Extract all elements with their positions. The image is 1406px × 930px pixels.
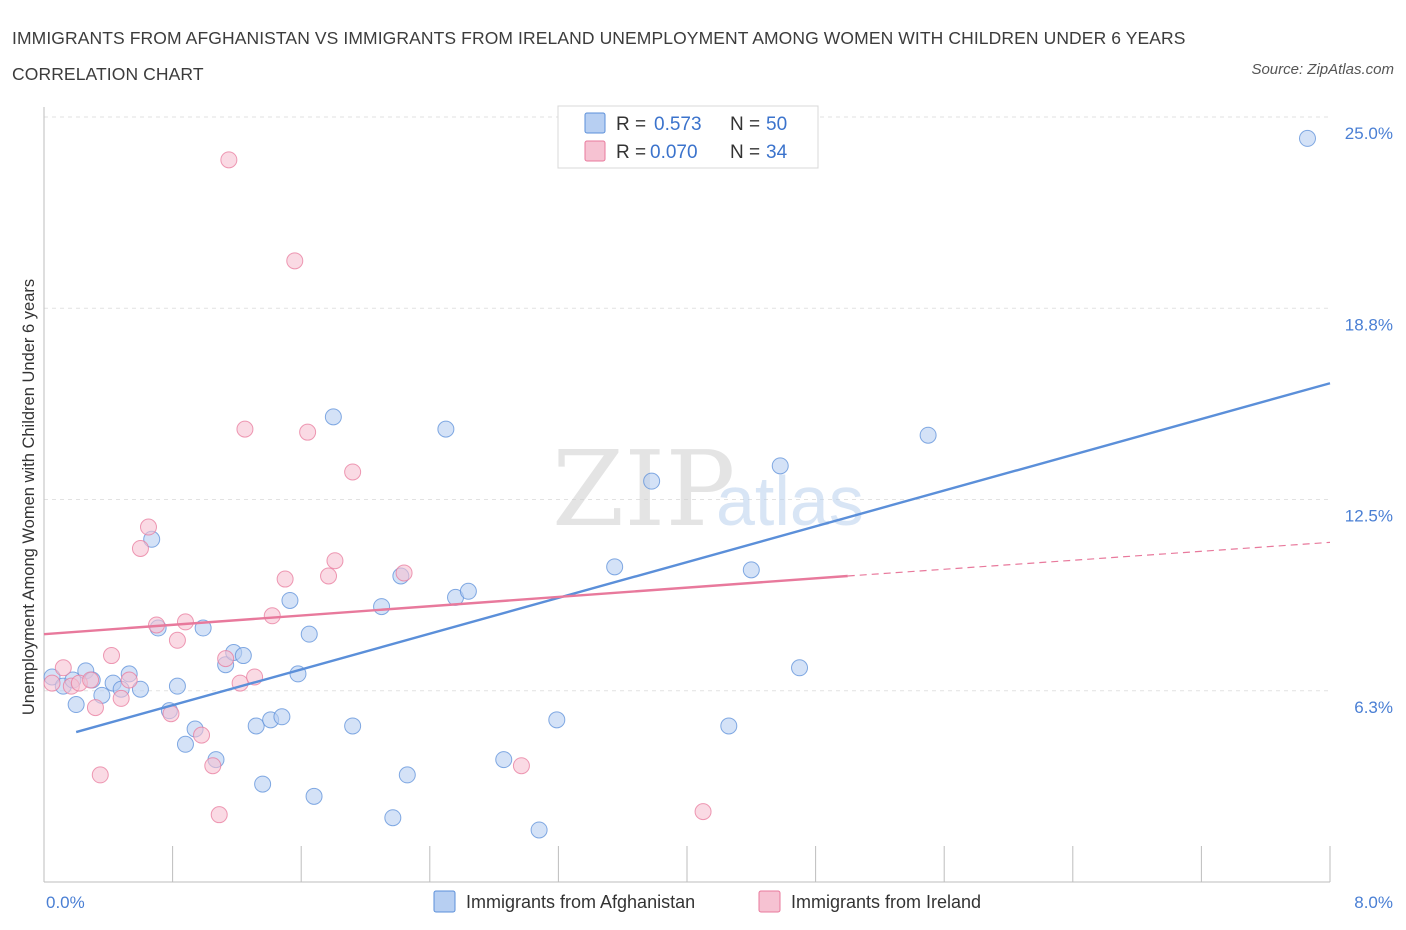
ireland-point-4 bbox=[82, 671, 100, 689]
afghanistan-point-21 bbox=[234, 647, 252, 665]
ireland-point-17 bbox=[204, 757, 222, 775]
y-tick-label-3: 25.0% bbox=[1345, 124, 1393, 143]
afghanistan-point-29 bbox=[305, 787, 323, 805]
watermark-zip: ZIP bbox=[552, 428, 735, 550]
y-tick-label-0: 6.3% bbox=[1354, 698, 1393, 717]
ireland-point-26 bbox=[286, 252, 304, 270]
ireland-trendline-1 bbox=[43, 574, 848, 636]
y-tick-label-1: 12.5% bbox=[1345, 507, 1393, 526]
afghanistan-point-25 bbox=[273, 708, 291, 726]
ireland-point-19 bbox=[217, 650, 235, 668]
ireland-point-14 bbox=[168, 631, 186, 649]
afghanistan-point-49 bbox=[1298, 129, 1316, 147]
ireland-point-30 bbox=[344, 463, 362, 481]
afghanistan-point-10 bbox=[131, 680, 149, 698]
series-label-afghanistan: Immigrants from Afghanistan bbox=[466, 892, 695, 912]
stats-legend: R = 0.573 N = 50 R = 0.070 N = 34 bbox=[557, 105, 819, 169]
afghanistan-point-39 bbox=[495, 751, 513, 769]
legend-r-label-2: R = bbox=[616, 142, 646, 163]
ireland-point-0 bbox=[43, 674, 61, 692]
series-swatch-ireland bbox=[758, 890, 781, 913]
data-points bbox=[43, 129, 1316, 839]
afghanistan-trendline-0 bbox=[75, 382, 1331, 734]
afghanistan-point-36 bbox=[437, 420, 455, 438]
watermark: ZIP atlas bbox=[552, 428, 864, 550]
ireland-point-8 bbox=[112, 689, 130, 707]
legend-n-value-2: 34 bbox=[766, 142, 788, 163]
afghanistan-point-28 bbox=[300, 625, 318, 643]
axes bbox=[43, 107, 1331, 883]
ireland-point-5 bbox=[86, 699, 104, 717]
afghanistan-point-42 bbox=[606, 558, 624, 576]
afghanistan-point-23 bbox=[254, 775, 272, 793]
afghanistan-point-41 bbox=[548, 711, 566, 729]
legend-r-value-1: 0.573 bbox=[654, 114, 702, 135]
y-tick-label-2: 18.8% bbox=[1345, 315, 1393, 334]
ireland-point-16 bbox=[193, 726, 211, 744]
grid-lines bbox=[44, 116, 1330, 692]
y-axis-label: Unemployment Among Women with Children U… bbox=[20, 279, 38, 715]
ireland-point-20 bbox=[220, 151, 238, 169]
ireland-point-10 bbox=[131, 539, 149, 557]
x-tick-label-0: 0.0% bbox=[46, 893, 85, 912]
trendlines bbox=[43, 382, 1331, 734]
afghanistan-point-45 bbox=[742, 561, 760, 579]
afghanistan-point-44 bbox=[720, 717, 738, 735]
ireland-point-31 bbox=[395, 564, 413, 582]
ireland-point-24 bbox=[263, 607, 281, 625]
ireland-point-32 bbox=[512, 757, 530, 775]
afghanistan-point-15 bbox=[176, 735, 194, 753]
ireland-point-11 bbox=[139, 518, 157, 536]
legend-r-value-2: 0.070 bbox=[650, 142, 698, 163]
ireland-point-18 bbox=[210, 806, 228, 824]
ireland-point-27 bbox=[299, 423, 317, 441]
ireland-trendline-2 bbox=[847, 541, 1331, 577]
afghanistan-point-14 bbox=[168, 677, 186, 695]
afghanistan-point-26 bbox=[281, 591, 299, 609]
chart-title: IMMIGRANTS FROM AFGHANISTAN VS IMMIGRANT… bbox=[12, 28, 1186, 84]
source-label: Source: ZipAtlas.com bbox=[1251, 61, 1394, 78]
ireland-point-28 bbox=[320, 567, 338, 585]
legend-swatch-afghanistan bbox=[584, 112, 606, 134]
afghanistan-point-22 bbox=[247, 717, 265, 735]
ireland-point-7 bbox=[103, 647, 121, 665]
series-swatch-afghanistan bbox=[433, 890, 456, 913]
afghanistan-point-40 bbox=[530, 821, 548, 839]
afghanistan-point-35 bbox=[398, 766, 416, 784]
legend-swatch-ireland bbox=[584, 140, 606, 162]
ireland-point-22 bbox=[236, 420, 254, 438]
afghanistan-point-38 bbox=[459, 582, 477, 600]
afghanistan-point-31 bbox=[344, 717, 362, 735]
afghanistan-point-32 bbox=[373, 598, 391, 616]
series-legend: Immigrants from Afghanistan Immigrants f… bbox=[433, 890, 981, 913]
ireland-point-33 bbox=[694, 803, 712, 821]
x-tick-label-1: 8.0% bbox=[1354, 893, 1393, 912]
legend-n-label-1: N = bbox=[730, 114, 760, 135]
ireland-point-9 bbox=[120, 671, 138, 689]
series-label-ireland: Immigrants from Ireland bbox=[791, 892, 981, 912]
legend-n-label-2: N = bbox=[730, 142, 760, 163]
ireland-point-15 bbox=[176, 613, 194, 631]
tick-labels: 6.3% 12.5% 18.8% 25.0% 0.0% 8.0% bbox=[46, 124, 1393, 912]
legend-r-label-1: R = bbox=[616, 114, 646, 135]
watermark-atlas: atlas bbox=[716, 462, 864, 540]
afghanistan-point-3 bbox=[67, 696, 85, 714]
ireland-point-1 bbox=[54, 659, 72, 677]
ireland-point-6 bbox=[91, 766, 109, 784]
afghanistan-point-30 bbox=[324, 408, 342, 426]
ireland-point-29 bbox=[326, 552, 344, 570]
afghanistan-point-33 bbox=[384, 809, 402, 827]
legend-n-value-1: 50 bbox=[766, 114, 787, 135]
afghanistan-point-43 bbox=[643, 472, 661, 490]
afghanistan-point-47 bbox=[791, 659, 809, 677]
afghanistan-point-48 bbox=[919, 426, 937, 444]
ireland-point-25 bbox=[276, 570, 294, 588]
afghanistan-point-46 bbox=[771, 457, 789, 475]
